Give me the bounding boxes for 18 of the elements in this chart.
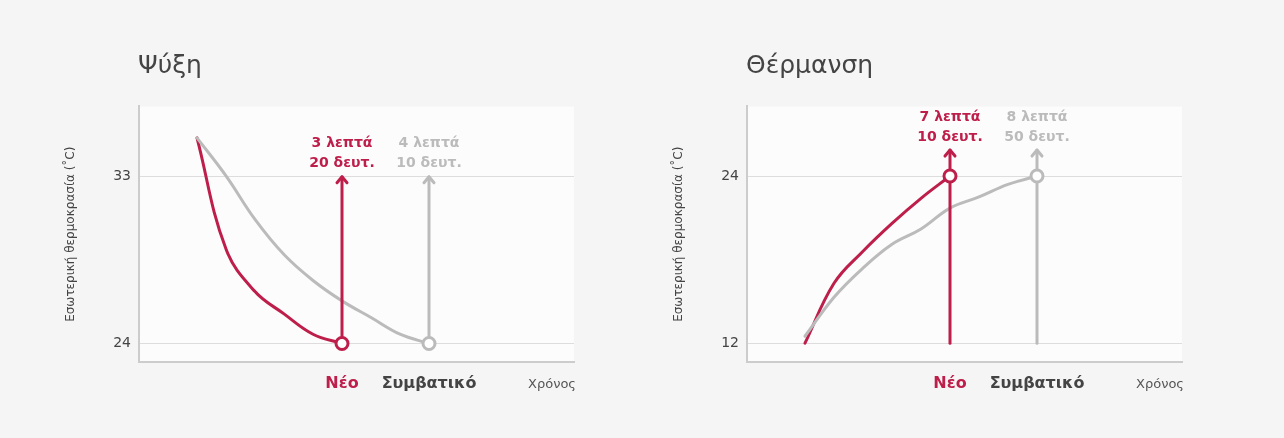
annotation: 7 λεπτά 10 δευτ. bbox=[917, 107, 983, 144]
annotation: 4 λεπτά 10 δευτ. bbox=[396, 134, 462, 171]
y-axis-title: Εσωτερική θερμοκρασία (˚C) bbox=[670, 146, 686, 322]
x-axis-title: Χρόνος bbox=[1136, 376, 1184, 392]
chart-title: Ψύξη bbox=[138, 50, 202, 79]
y-tick-label: 12 bbox=[721, 333, 739, 350]
x-tick-label: Συμβατικό bbox=[989, 372, 1085, 392]
chart-title: Θέρμανση bbox=[746, 50, 874, 79]
annotation: 3 λεπτά 20 δευτ. bbox=[309, 134, 375, 171]
x-tick-label: Συμβατικό bbox=[381, 372, 477, 392]
y-tick-label: 24 bbox=[721, 166, 740, 183]
y-tick-label: 33 bbox=[113, 167, 131, 184]
x-tick-label: Νέο bbox=[933, 372, 967, 392]
y-axis-title: Εσωτερική θερμοκρασία (˚C) bbox=[62, 146, 78, 322]
x-tick-label: Νέο bbox=[325, 372, 359, 392]
x-axis-title: Χρόνος bbox=[528, 376, 576, 392]
annotation: 8 λεπτά 50 δευτ. bbox=[1004, 107, 1070, 144]
y-tick-label: 24 bbox=[113, 334, 132, 351]
